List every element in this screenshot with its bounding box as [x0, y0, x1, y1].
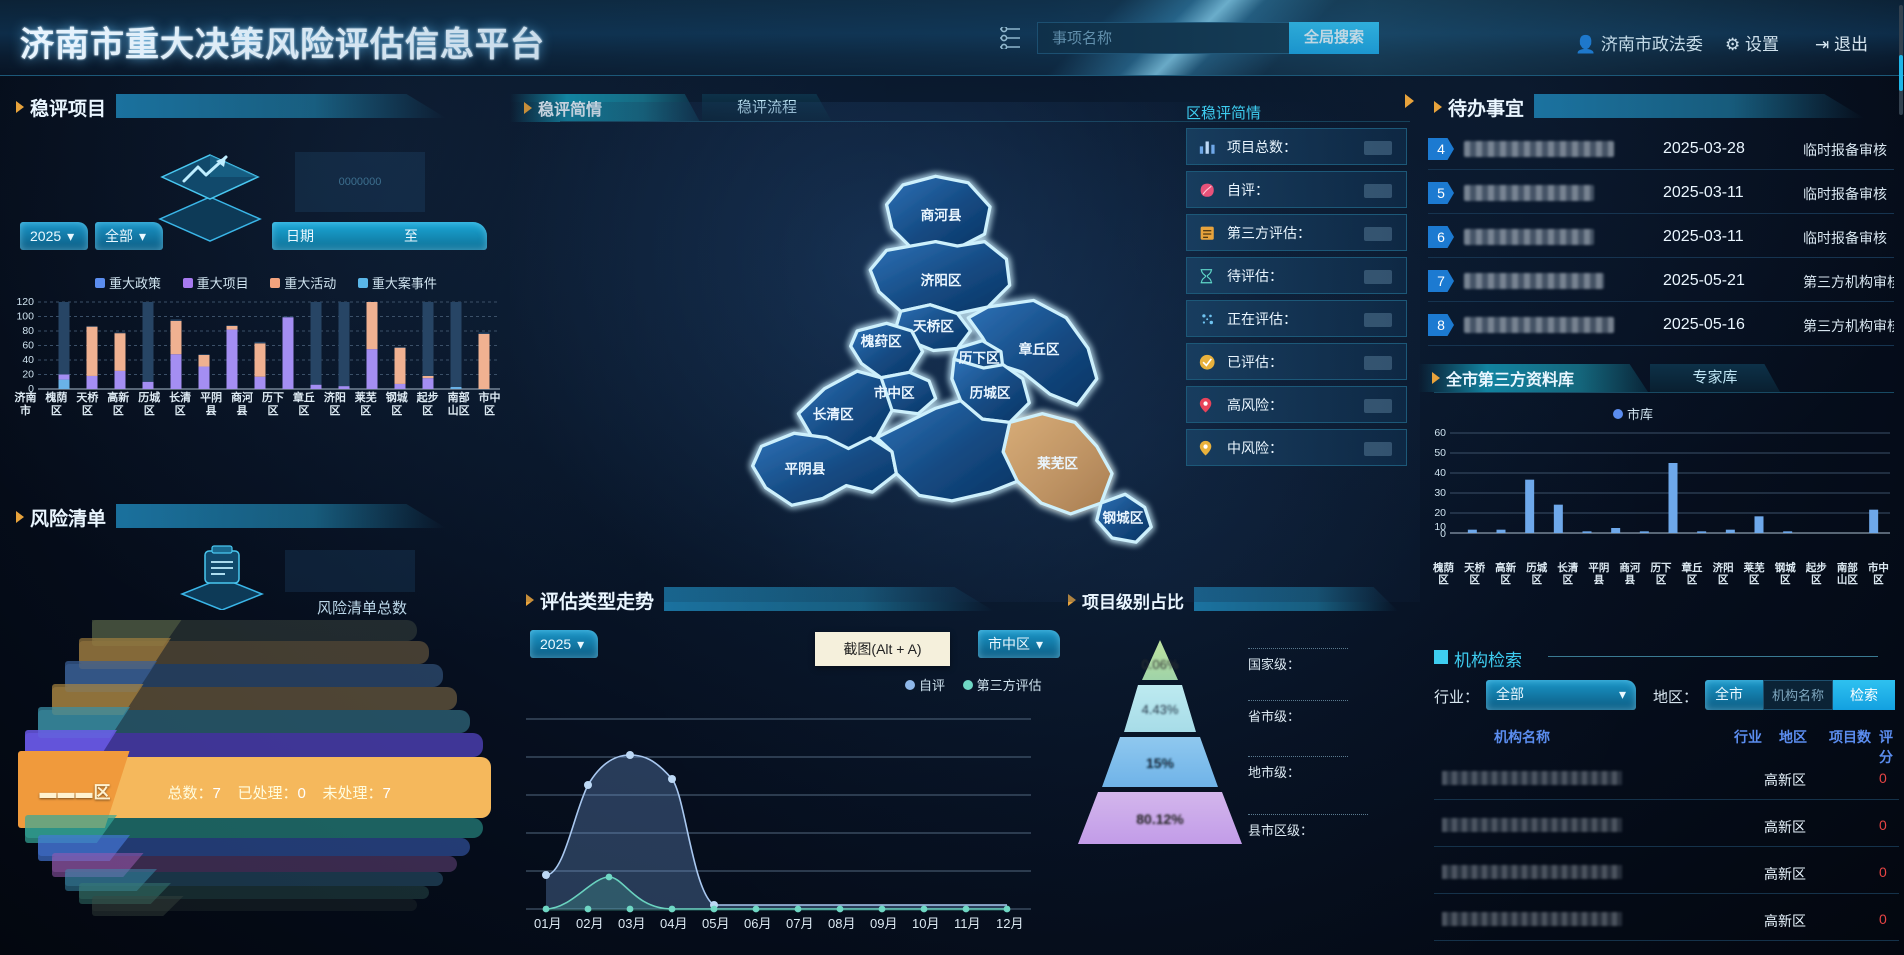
svg-text:章丘区: 章丘区: [1019, 341, 1060, 357]
svg-text:长清区: 长清区: [813, 406, 854, 422]
svg-text:120: 120: [16, 298, 34, 308]
svg-text:4.43%: 4.43%: [1142, 702, 1179, 717]
svg-text:槐荮区: 槐荮区: [860, 333, 902, 349]
svg-text:天桥区: 天桥区: [913, 318, 954, 334]
svg-text:50: 50: [1434, 447, 1446, 459]
svg-text:15%: 15%: [1146, 755, 1175, 771]
svg-text:0.06%: 0.06%: [1142, 657, 1179, 672]
svg-text:80: 80: [22, 325, 34, 337]
svg-text:钢城区: 钢城区: [1102, 510, 1143, 526]
svg-text:0: 0: [1440, 528, 1446, 540]
svg-text:80.12%: 80.12%: [1136, 811, 1184, 827]
svg-text:历城区: 历城区: [970, 384, 1011, 400]
svg-text:60: 60: [22, 340, 34, 352]
svg-text:济阳区: 济阳区: [921, 272, 962, 288]
svg-text:40: 40: [1434, 467, 1446, 479]
svg-text:平阴县: 平阴县: [784, 462, 825, 477]
svg-text:20: 20: [1434, 507, 1446, 519]
svg-text:100: 100: [16, 311, 34, 323]
svg-text:40: 40: [22, 354, 34, 366]
svg-text:莱芜区: 莱芜区: [1037, 455, 1078, 471]
svg-text:商河县: 商河县: [921, 207, 962, 223]
svg-text:60: 60: [1434, 429, 1446, 439]
svg-text:历下区: 历下区: [959, 351, 1000, 366]
svg-text:市中区: 市中区: [874, 384, 915, 400]
svg-text:30: 30: [1434, 487, 1446, 499]
svg-text:20: 20: [22, 369, 34, 381]
